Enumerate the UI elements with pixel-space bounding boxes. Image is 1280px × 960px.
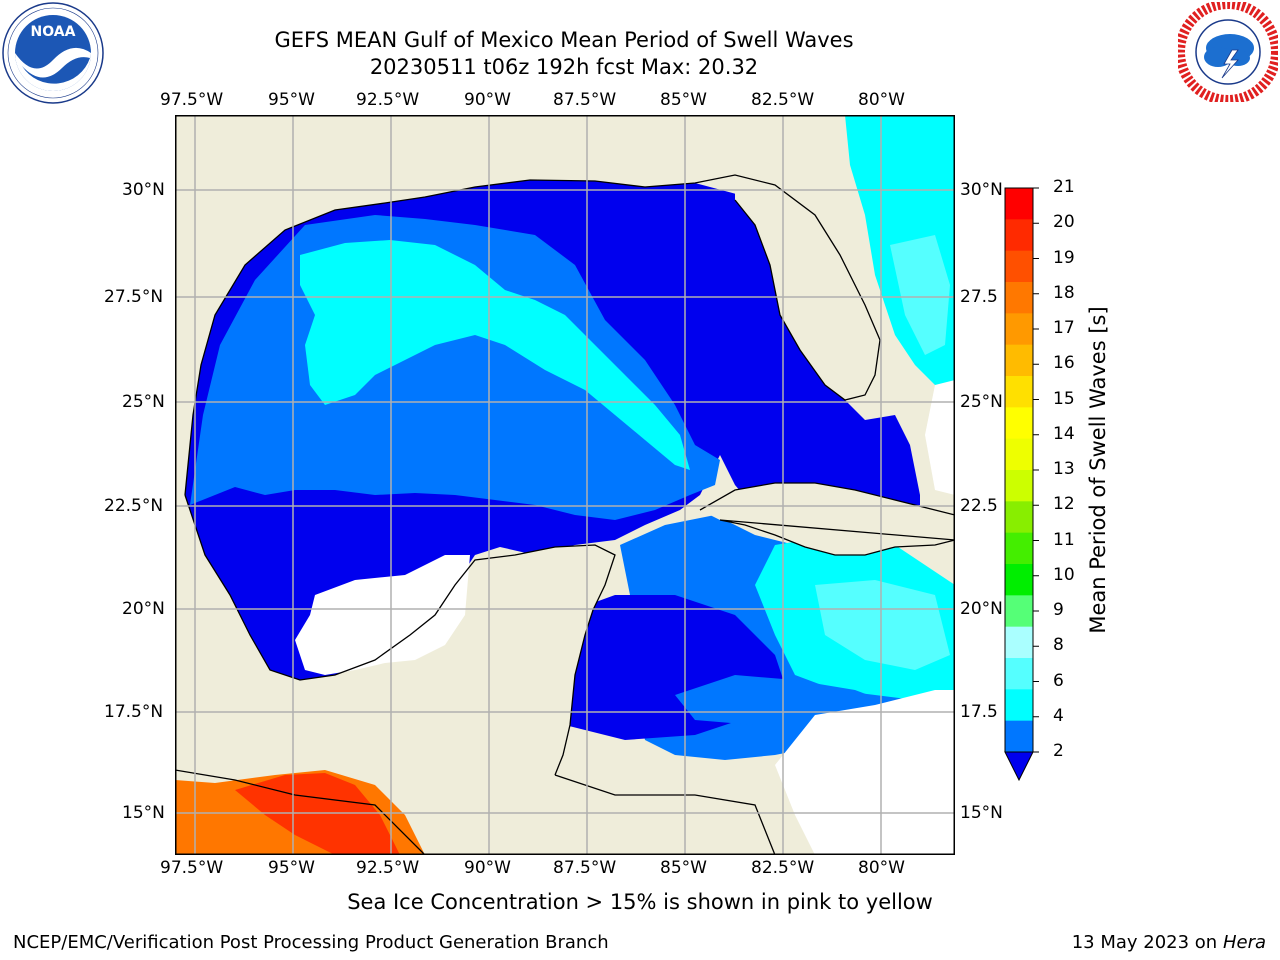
colorbar-segment: [1005, 407, 1033, 440]
lat-label-left: 22.5°N: [104, 496, 164, 516]
colorbar-tick-label: 12: [1053, 494, 1075, 515]
colorbar-tick-label: 2: [1053, 741, 1064, 761]
lon-label-top: 82.5°W: [751, 90, 815, 110]
lon-label-bottom: 90°W: [464, 858, 511, 878]
yucatan-land: [465, 545, 615, 775]
colorbar-segment: [1005, 658, 1033, 690]
colorbar-tick-label: 21: [1053, 177, 1075, 197]
colorbar-segment: [1005, 376, 1033, 408]
lat-label-right: 25°N: [960, 392, 1003, 412]
lat-label-right: 22.5: [960, 496, 998, 516]
colorbar-tick-label: 15: [1053, 388, 1075, 409]
coastline: [184, 174, 881, 496]
colorbar-segment: [1005, 344, 1033, 377]
coastline-cuba: [699, 482, 955, 556]
colorbar-segment: [1005, 219, 1033, 252]
colorbar-tick-label: 19: [1053, 247, 1075, 268]
footer-date-text: 13 May 2023 on: [1071, 932, 1218, 953]
atlantic-light: [890, 235, 950, 355]
colorbar-segment: [1005, 188, 1033, 220]
lat-label-left: 27.5°N: [104, 287, 164, 307]
colorbar-tick-label: 9: [1053, 600, 1064, 620]
lat-label-right: 20°N: [960, 599, 1003, 619]
lon-label-bottom: 92.5°W: [356, 858, 420, 878]
colorbar-segment: [1005, 470, 1033, 502]
lon-label-top: 90°W: [464, 90, 511, 110]
graticule: [175, 115, 955, 855]
coastline-mexico: [184, 494, 616, 776]
lat-label-left: 25°N: [122, 392, 165, 412]
colorbar-tick-label: 13: [1053, 459, 1075, 479]
lat-label-right: 30°N: [960, 180, 1003, 200]
lon-label-bottom: 97.5°W: [160, 858, 224, 878]
mexico-west-land: [175, 495, 335, 765]
lat-label-left: 20°N: [122, 599, 165, 619]
chart-subtitle-run: 20230511 t06z 192h fcst Max: 20.32: [369, 55, 759, 79]
footer-host: Hera: [1222, 932, 1266, 953]
lon-label-top: 87.5°W: [553, 90, 617, 110]
lon-label-top: 97.5°W: [160, 90, 224, 110]
colorbar-extend-arrow: [1004, 751, 1034, 782]
lon-label-bottom: 95°W: [268, 858, 315, 878]
chart-title: GEFS MEAN Gulf of Mexico Mean Period of …: [274, 28, 854, 52]
footer-branch: NCEP/EMC/Verification Post Processing Pr…: [13, 932, 609, 953]
lat-label-left: 30°N: [122, 180, 165, 200]
colorbar-svg: [1004, 187, 1039, 782]
colorbar-segment: [1005, 720, 1033, 753]
lat-label-right: 27.5: [960, 287, 998, 307]
lat-label-left: 15°N: [122, 803, 165, 823]
colorbar: [995, 180, 1055, 794]
colorbar-ticks: 21 20 19 18 17 16 15 14 13 12 11 10 9 8 6 4 2: [1053, 177, 1093, 780]
sea-ice-note: Sea Ice Concentration > 15% is shown in …: [347, 890, 933, 914]
nws-logo: [1175, 0, 1280, 105]
footer-date: 13 May 2023 on Hera: [1072, 932, 1266, 953]
colorbar-segment: [1005, 595, 1033, 628]
colorbar-tick-label: 6: [1053, 670, 1064, 691]
noaa-logo: NOAA: [2, 2, 104, 104]
colorbar-segment: [1005, 689, 1033, 722]
map-svg: [175, 115, 955, 855]
cuba-land: [700, 483, 955, 555]
no-data-atlantic-east: [925, 380, 955, 495]
colorbar-tick-label: 18: [1053, 282, 1075, 303]
colorbar-tick-label: 14: [1053, 423, 1075, 444]
colorbar-segment: [1005, 564, 1033, 596]
noaa-logo-text: NOAA: [31, 24, 76, 40]
florida-land: [735, 175, 880, 400]
colorbar-segment: [1005, 250, 1033, 283]
colorbar-tick-label: 8: [1053, 635, 1064, 656]
lat-label-right: 15°N: [960, 803, 1003, 823]
map-frame: [175, 115, 955, 855]
lon-label-bottom: 82.5°W: [751, 858, 815, 878]
colorbar-tick-label: 20: [1053, 212, 1075, 233]
pacific-red: [235, 773, 400, 855]
colorbar-tick-label: 16: [1053, 353, 1075, 374]
colorbar-tick-label: 11: [1053, 529, 1075, 550]
caribbean-light: [815, 580, 950, 670]
colorbar-tick-label: 4: [1053, 705, 1064, 726]
swell-period-map: [175, 115, 955, 859]
lon-label-bottom: 85°W: [660, 858, 707, 878]
lon-label-top: 92.5°W: [356, 90, 420, 110]
no-data-bay-campeche: [295, 555, 470, 675]
lon-label-top: 85°W: [660, 90, 707, 110]
colorbar-segment: [1005, 501, 1033, 534]
lat-label-right: 17.5: [960, 702, 998, 722]
us-gulf-coast-land: [175, 115, 955, 495]
colorbar-segment: [1005, 532, 1033, 565]
lon-label-bottom: 87.5°W: [553, 858, 617, 878]
colorbar-tick-label: 17: [1053, 318, 1075, 338]
lon-label-top: 80°W: [858, 90, 905, 110]
colorbar-segment: [1005, 438, 1033, 471]
colorbar-segment: [1005, 282, 1033, 314]
colorbar-segment: [1005, 626, 1033, 659]
colorbar-tick-label: 10: [1053, 564, 1075, 585]
colorbar-label: Mean Period of Swell Waves [s]: [1086, 306, 1110, 634]
lon-label-bottom: 80°W: [858, 858, 905, 878]
colorbar-segment: [1005, 313, 1033, 346]
lat-label-left: 17.5°N: [104, 702, 164, 722]
lon-label-top: 95°W: [268, 90, 315, 110]
